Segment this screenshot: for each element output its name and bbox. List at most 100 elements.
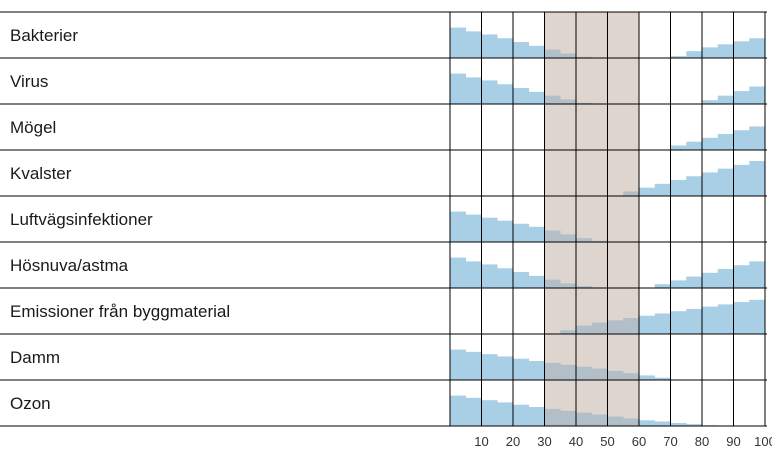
bar [717,95,734,104]
bar [450,257,467,288]
bar [544,362,561,380]
bar [623,318,640,334]
bar [717,44,734,58]
bar [686,276,703,288]
bar [481,34,498,58]
bar [733,91,750,104]
bar [513,404,530,426]
x-tick-label: 80 [695,434,709,449]
bar [686,51,703,58]
series-7 [450,349,671,380]
bar [670,180,687,196]
bar [481,80,498,104]
bar [450,395,467,426]
bar [576,325,593,334]
bar [497,38,514,58]
bar [544,230,561,242]
bar [544,49,561,58]
bar [702,47,719,58]
bar [513,88,530,104]
bar [481,217,498,242]
bar [576,238,593,242]
bar [528,45,545,58]
bar [450,211,467,242]
bar [717,304,734,334]
bar [591,240,608,242]
bar [733,130,750,150]
bar [749,161,766,196]
bar [702,272,719,288]
x-tick-label: 30 [537,434,551,449]
bar [528,226,545,242]
bar [623,191,640,196]
bar [733,41,750,58]
bar [654,421,671,426]
series-3 [623,161,766,196]
bar [560,234,577,242]
bar [733,302,750,334]
bar [639,420,656,426]
x-tick-label: 70 [663,434,677,449]
bar [576,56,593,58]
bar [481,264,498,288]
bar [654,313,671,334]
bar [560,330,577,334]
bar [528,275,545,288]
bar [544,279,561,288]
bar [497,402,514,426]
x-tick-label: 60 [632,434,646,449]
x-tick-layer: 10 20 30 40 50 60 70 80 90 100 [474,434,772,449]
row-label-layer: Bakterier Virus Mögel Kvalster Luftvägsinfek… [10,26,230,413]
series-2 [670,126,766,150]
bar [497,84,514,104]
bar [528,361,545,380]
bar [513,272,530,288]
row-label: Emissioner från byggmaterial [10,302,230,321]
bar [686,308,703,334]
bar [591,322,608,334]
bar [670,280,687,288]
bar [749,299,766,334]
bar [607,320,624,334]
x-tick-label: 90 [726,434,740,449]
bar [670,422,687,426]
bar-layer [450,27,766,426]
bar [544,95,561,104]
bar [481,400,498,426]
bar [465,397,482,426]
bar [639,187,656,196]
bar [749,126,766,150]
bar [654,377,671,380]
bar [733,164,750,196]
bar [607,416,624,426]
bar [654,284,671,288]
series-6 [560,299,766,334]
bar [513,223,530,242]
bar [686,141,703,150]
series-5 [450,257,766,288]
grid-layer [0,11,767,427]
bar [560,53,577,58]
bar [702,100,719,104]
bar [576,366,593,380]
bar [670,56,687,58]
bar [465,77,482,104]
row-label: Virus [10,72,48,91]
highlight-band-layer [544,12,639,426]
series-8 [450,395,719,426]
bar [686,176,703,196]
row-label: Hösnuva/astma [10,256,129,275]
bar [560,364,577,380]
row-label: Kvalster [10,164,72,183]
row-label: Bakterier [10,26,78,45]
bar [639,375,656,380]
bar [733,265,750,288]
bar [560,99,577,104]
bar [497,268,514,288]
bar [450,349,467,380]
bar [717,168,734,196]
bar [670,145,687,150]
bar [465,261,482,288]
bar [528,91,545,104]
bar [623,418,640,426]
